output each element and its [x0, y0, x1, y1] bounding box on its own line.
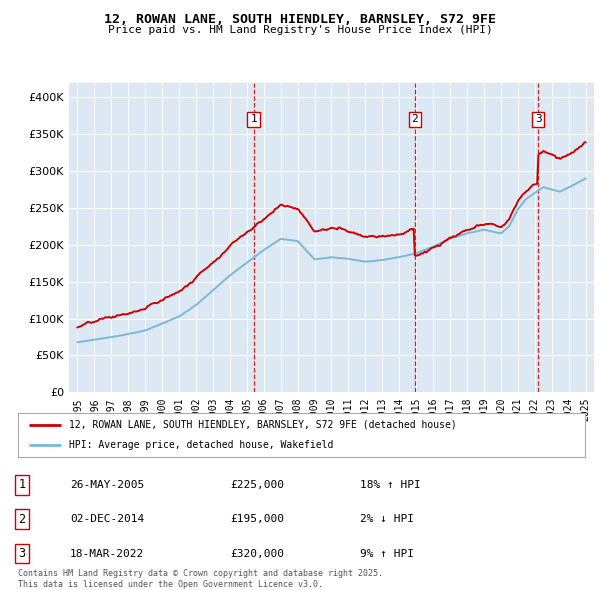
Text: 12, ROWAN LANE, SOUTH HIENDLEY, BARNSLEY, S72 9FE (detached house): 12, ROWAN LANE, SOUTH HIENDLEY, BARNSLEY… — [69, 420, 457, 430]
Text: 18% ↑ HPI: 18% ↑ HPI — [360, 480, 421, 490]
Text: 26-MAY-2005: 26-MAY-2005 — [70, 480, 144, 490]
Text: 12, ROWAN LANE, SOUTH HIENDLEY, BARNSLEY, S72 9FE: 12, ROWAN LANE, SOUTH HIENDLEY, BARNSLEY… — [104, 13, 496, 26]
Text: HPI: Average price, detached house, Wakefield: HPI: Average price, detached house, Wake… — [69, 440, 334, 450]
Text: £320,000: £320,000 — [230, 549, 284, 559]
Text: 02-DEC-2014: 02-DEC-2014 — [70, 514, 144, 524]
Text: Price paid vs. HM Land Registry's House Price Index (HPI): Price paid vs. HM Land Registry's House … — [107, 25, 493, 35]
Text: Contains HM Land Registry data © Crown copyright and database right 2025.
This d: Contains HM Land Registry data © Crown c… — [18, 569, 383, 589]
Text: 9% ↑ HPI: 9% ↑ HPI — [360, 549, 414, 559]
Text: 2: 2 — [412, 114, 418, 124]
Text: 2: 2 — [19, 513, 26, 526]
Text: 18-MAR-2022: 18-MAR-2022 — [70, 549, 144, 559]
Text: 2% ↓ HPI: 2% ↓ HPI — [360, 514, 414, 524]
Text: £195,000: £195,000 — [230, 514, 284, 524]
Text: 3: 3 — [535, 114, 542, 124]
Text: 1: 1 — [19, 478, 26, 491]
Text: £225,000: £225,000 — [230, 480, 284, 490]
Text: 3: 3 — [19, 547, 26, 560]
Text: 1: 1 — [250, 114, 257, 124]
